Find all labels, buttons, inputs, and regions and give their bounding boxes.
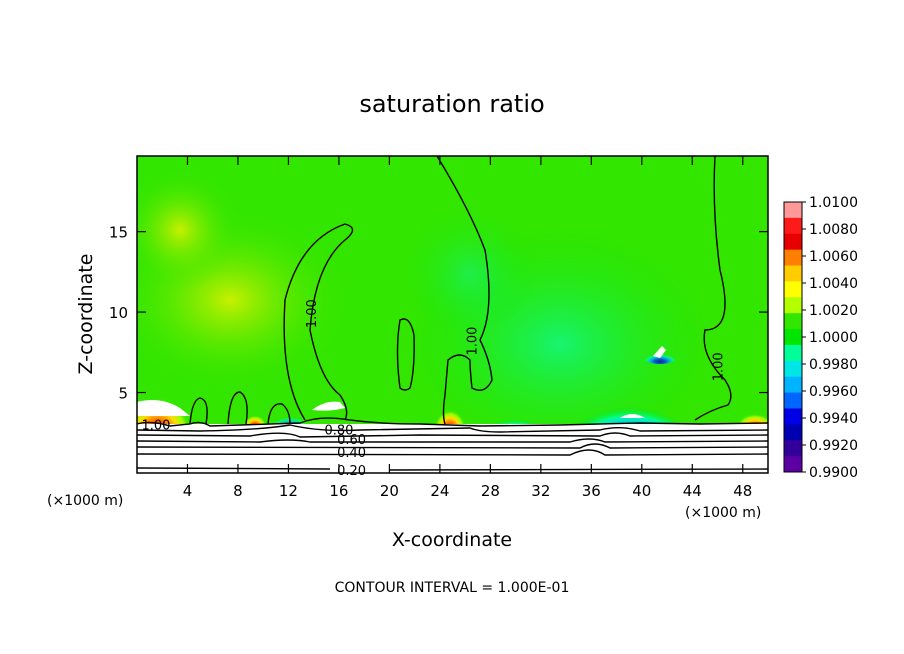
contour-line: [283, 223, 354, 421]
x-tick-label: 40: [632, 482, 651, 500]
colorbar-label: 1.0040: [809, 276, 858, 292]
contour-line: [436, 156, 493, 425]
colorbar-swatch: [784, 249, 802, 267]
x-tick-label: 8: [233, 482, 243, 500]
colorbar-swatch: [784, 344, 802, 362]
colorbar-swatch: [784, 392, 802, 409]
colorbar-swatch: [784, 440, 802, 457]
contour-line: [267, 403, 291, 425]
contour-lines: [137, 156, 768, 471]
contour-line: [137, 424, 768, 433]
x-tick-label: 16: [329, 482, 348, 500]
colorbar: 1.0100 1.0080 1.0060 1.0040 1.0020 1.0000 0.99…: [783, 195, 858, 481]
x-tick-label: 24: [430, 482, 449, 500]
colorbar-label: 0.9960: [809, 384, 858, 400]
colorbar-swatch: [784, 360, 802, 378]
colorbar-swatch: [784, 233, 802, 251]
colorbar-swatch: [784, 265, 802, 282]
field-white-region: [620, 414, 645, 418]
plot-field: [137, 156, 768, 473]
colorbar-label: 1.0060: [809, 249, 858, 265]
x-tick-label: 4: [183, 482, 193, 500]
field-warm-patch: [137, 170, 240, 290]
x-tick-label: 28: [481, 482, 500, 500]
field-ground-layer: [137, 424, 768, 473]
contour-line: [137, 417, 768, 427]
x-tick-label: 44: [683, 482, 702, 500]
contour-line: [137, 432, 768, 438]
y-tick-label: 15: [109, 224, 128, 242]
colorbar-swatch: [784, 217, 802, 235]
colorbar-swatch: [784, 297, 802, 314]
x-tick-label: 32: [531, 482, 550, 500]
contour-label: 1.00: [712, 352, 727, 381]
contour-label: 1.00: [305, 299, 320, 328]
contour-label: 1.00: [141, 419, 170, 434]
colorbar-swatch: [784, 408, 802, 425]
contour-interval-note: CONTOUR INTERVAL = 1.000E-01: [335, 580, 570, 596]
field-white-region: [653, 346, 666, 358]
x-tick-label: 20: [380, 482, 399, 500]
colorbar-swatch: [784, 313, 802, 330]
colorbar-label: 0.9900: [809, 465, 858, 481]
colorbar-swatch: [784, 456, 802, 473]
contour-label: 0.20: [337, 464, 366, 479]
colorbar-swatch: [784, 281, 802, 298]
field-white-region: [312, 401, 345, 411]
colorbar-swatch: [784, 329, 802, 346]
contour-label: 0.60: [337, 433, 366, 448]
colorbar-swatch: [784, 376, 802, 394]
contour-label: 1.00: [465, 327, 480, 356]
y-tick-label: 5: [118, 385, 128, 403]
x-tick-label: 36: [582, 482, 601, 500]
colorbar-label: 0.9920: [809, 438, 858, 454]
x-unit-left: (×1000 m): [47, 493, 123, 509]
x-tick-label: 48: [733, 482, 752, 500]
y-axis-ticks: 5 10 15: [109, 224, 768, 403]
colorbar-label: 1.0020: [809, 303, 858, 319]
contour-label: 0.80: [324, 424, 353, 439]
contour-line: [137, 443, 768, 449]
colorbar-label: 0.9940: [809, 411, 858, 427]
contour-line: [137, 438, 768, 443]
field-cool-patch: [400, 190, 540, 330]
x-axis-ticks: 4 8 12 16 20 24 28 32 36 40 44 48: [183, 156, 752, 500]
contour-line: [694, 156, 732, 421]
colorbar-label: 0.9980: [809, 357, 858, 373]
x-axis-label: X-coordinate: [392, 529, 512, 551]
contour-line: [137, 449, 768, 456]
colorbar-swatch: [784, 424, 802, 441]
y-axis-label: Z-coordinate: [75, 254, 97, 375]
x-tick-label: 12: [279, 482, 298, 500]
contour-line: [396, 318, 415, 391]
contour-line: [227, 391, 248, 425]
colorbar-swatch: [784, 202, 802, 219]
contour-label: 0.40: [337, 446, 366, 461]
field-white-region: [137, 400, 190, 416]
x-unit-right: (×1000 m): [685, 505, 761, 521]
colorbar-label: 1.0000: [809, 330, 858, 346]
colorbar-label: 1.0100: [809, 195, 858, 211]
chart-title: saturation ratio: [359, 90, 544, 118]
colorbar-label: 1.0080: [809, 222, 858, 238]
plot-frame: [136, 155, 769, 474]
contour-line: [137, 467, 768, 471]
contour-line: [189, 397, 208, 425]
contour-labels: 1.00 1.00 1.00 1.00 0.80 0.60 0.40 0.20: [141, 299, 726, 479]
y-tick-label: 10: [109, 304, 128, 322]
